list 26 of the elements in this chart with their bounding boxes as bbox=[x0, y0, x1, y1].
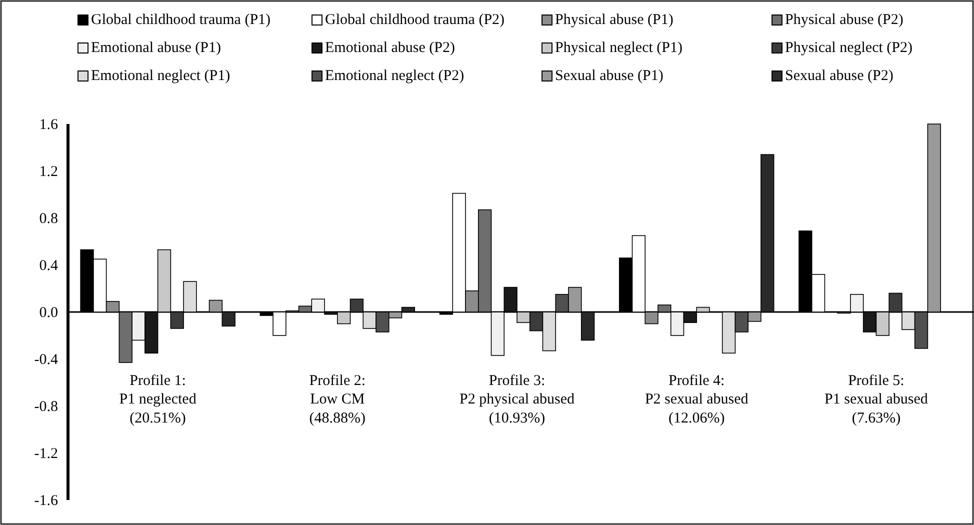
x-tick-label: Profile 1: P1 neglected (20.51%) bbox=[119, 372, 197, 426]
y-tick-label: 1.2 bbox=[39, 164, 58, 180]
y-tick-label: -1.6 bbox=[34, 492, 58, 509]
y-tick-label: 0.8 bbox=[39, 210, 58, 227]
y-tick-label: -0.4 bbox=[34, 352, 58, 368]
legend-label: Emotional abuse (P1) bbox=[91, 40, 221, 56]
legend-label: Physical abuse (P2) bbox=[785, 12, 904, 28]
legend-label: Physical neglect (P2) bbox=[785, 40, 912, 56]
legend-label: Global childhood trauma (P1) bbox=[91, 12, 271, 28]
x-tick-label: Profile 3: P2 physical abused (10.93%) bbox=[460, 372, 575, 426]
x-tick-label: Profile 5: P1 sexual abused (7.63%) bbox=[824, 372, 928, 426]
legend-label: Global childhood trauma (P2) bbox=[325, 12, 505, 28]
y-tick-label: 1.6 bbox=[39, 116, 58, 133]
y-tick-label: -1.2 bbox=[34, 446, 58, 462]
legend-label: Emotional neglect (P1) bbox=[91, 68, 230, 84]
x-tick-label: Profile 2: Low CM (48.88%) bbox=[309, 372, 366, 426]
y-tick-label: 0.0 bbox=[39, 304, 58, 321]
legend-label: Emotional abuse (P2) bbox=[325, 40, 455, 56]
y-tick-label: 0.4 bbox=[39, 258, 58, 274]
x-tick-label: Profile 4: P2 sexual abused (12.06%) bbox=[644, 372, 749, 426]
legend-label: Emotional neglect (P2) bbox=[325, 68, 464, 84]
legend-label: Physical abuse (P1) bbox=[555, 12, 674, 28]
y-tick-label: -0.8 bbox=[34, 398, 58, 415]
legend-label: Sexual abuse (P2) bbox=[785, 68, 894, 84]
legend-label: Sexual abuse (P1) bbox=[555, 68, 664, 84]
legend-label: Physical neglect (P1) bbox=[555, 40, 682, 56]
